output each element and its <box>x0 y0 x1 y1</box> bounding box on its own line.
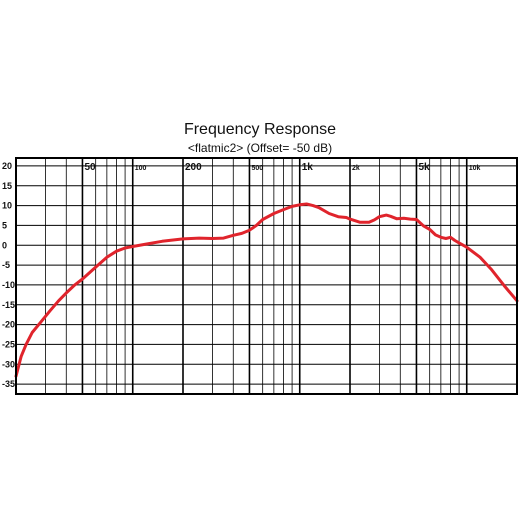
x-tick-label: 200 <box>185 162 202 173</box>
chart-subtitle: <flatmic2> (Offset= -50 dB) <box>187 141 333 155</box>
y-tick-label: 15 <box>2 181 12 191</box>
y-tick-label: -15 <box>2 300 15 310</box>
y-tick-label: 0 <box>2 240 7 250</box>
x-tick-label: 2k <box>352 165 360 172</box>
plot-frame <box>15 157 518 395</box>
y-tick-label: -30 <box>2 359 15 369</box>
y-tick-label: 20 <box>2 161 12 171</box>
x-tick-label: 10k <box>469 165 481 172</box>
x-tick-label: 5k <box>418 162 430 173</box>
chart-title: Frequency Response <box>183 121 337 138</box>
x-tick-label: 50 <box>84 162 96 173</box>
y-tick-label: -35 <box>2 379 15 389</box>
y-tick-labels: 20 15 10 5 0 -5 -10 -15 -20 -25 -30 -35 <box>2 161 15 389</box>
x-tick-labels: 50 100 200 500 1k 2k 5k 10k <box>84 162 480 173</box>
y-tick-label: 5 <box>2 220 7 230</box>
y-tick-label: -25 <box>2 339 15 349</box>
y-tick-label: 10 <box>2 201 12 211</box>
x-tick-label: 500 <box>251 165 263 172</box>
y-tick-label: -10 <box>2 280 15 290</box>
grid-lines <box>15 158 518 394</box>
x-tick-label: 1k <box>302 162 314 173</box>
y-tick-label: -5 <box>2 260 10 270</box>
x-tick-label: 100 <box>135 165 147 172</box>
y-tick-label: -20 <box>2 320 15 330</box>
plot-background <box>16 158 517 394</box>
response-curve-line <box>14 202 519 378</box>
